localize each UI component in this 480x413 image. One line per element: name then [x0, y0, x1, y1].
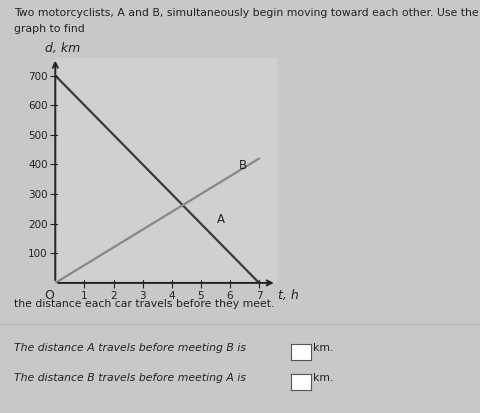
Text: graph to find: graph to find [14, 24, 85, 34]
Text: km.: km. [312, 343, 332, 353]
Text: km.: km. [312, 373, 332, 382]
Text: Two motorcyclists, A and B, simultaneously begin moving toward each other. Use t: Two motorcyclists, A and B, simultaneous… [14, 8, 478, 18]
Text: B: B [238, 159, 246, 172]
Text: A: A [216, 213, 225, 226]
Text: the distance each car travels before they meet.: the distance each car travels before the… [14, 299, 274, 309]
Text: d, km: d, km [45, 42, 80, 55]
Text: The distance B travels before meeting A is: The distance B travels before meeting A … [14, 373, 246, 382]
Text: The distance A travels before meeting B is: The distance A travels before meeting B … [14, 343, 246, 353]
Text: O: O [44, 289, 54, 302]
Text: t, h: t, h [277, 289, 298, 302]
